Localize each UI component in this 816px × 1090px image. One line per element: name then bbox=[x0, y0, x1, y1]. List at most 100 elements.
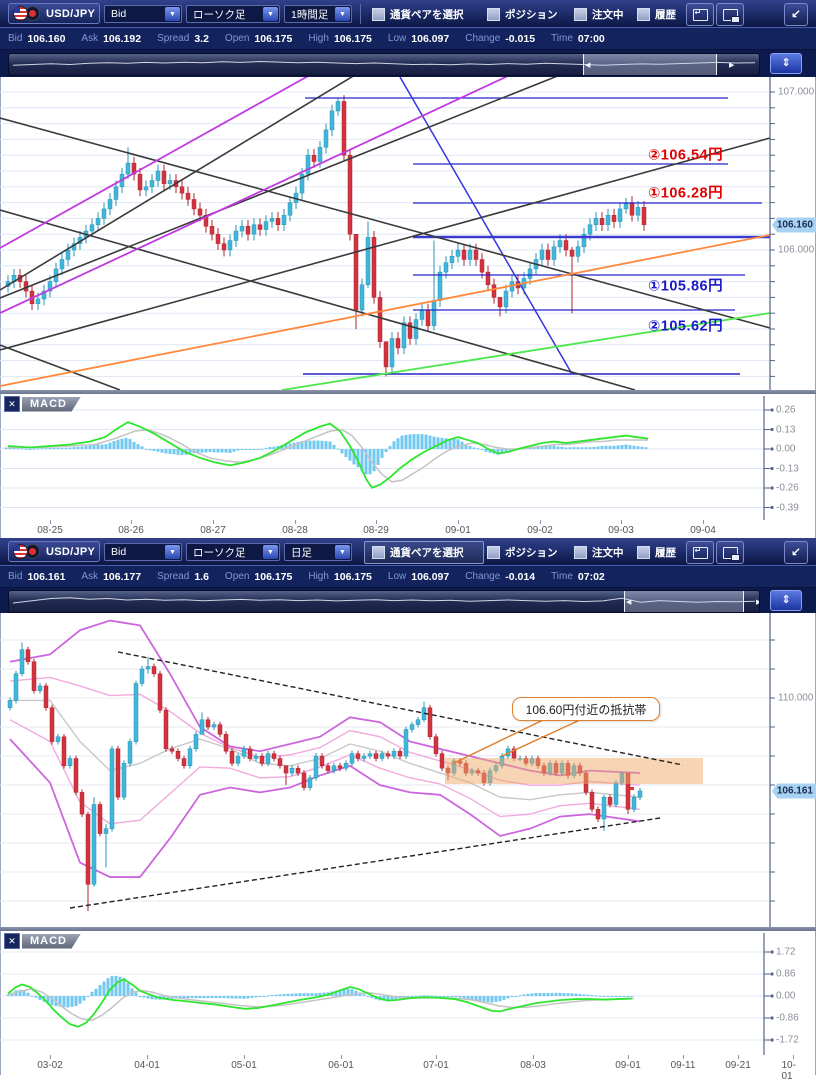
quote-field-label: Time bbox=[551, 33, 573, 44]
quote-field-label: Change bbox=[465, 33, 501, 44]
quote-field-label: Low bbox=[387, 33, 407, 44]
x-axis-date-label: 08-03 bbox=[520, 1060, 546, 1071]
quote-field-label: Open bbox=[224, 571, 250, 582]
macd-panel-daily[interactable]: ✕ MACD 1.72 0.86 0.00 -0.86 -1.72 bbox=[0, 931, 816, 1055]
y-axis-price-label: 106.000 bbox=[778, 244, 815, 256]
nav-window[interactable] bbox=[624, 591, 744, 612]
quote-field-label: Time bbox=[551, 571, 573, 582]
quote-field-label: High bbox=[308, 571, 329, 582]
x-axis-tick bbox=[533, 1055, 534, 1059]
macd-axis-label: 0.00 bbox=[776, 443, 796, 455]
checkbox-icon bbox=[487, 546, 500, 559]
x-axis-date-label: 09-21 bbox=[725, 1060, 751, 1071]
quote-field-value: 07:02 bbox=[577, 570, 605, 583]
pair-button[interactable]: USD/JPY bbox=[8, 3, 100, 24]
nav-minimap[interactable]: ◀▶ bbox=[8, 590, 760, 613]
quote-field-value: 1.6 bbox=[194, 570, 209, 583]
x-axis-tick bbox=[131, 520, 132, 524]
x-axis-date-label: 03-02 bbox=[37, 1060, 63, 1071]
price-level-annotation: ①105.86円 bbox=[648, 278, 724, 295]
quote-field-value: 106.097 bbox=[411, 32, 450, 45]
x-axis-date-label: 08-29 bbox=[363, 525, 389, 536]
close-icon[interactable]: ✕ bbox=[4, 396, 20, 412]
collapse-button[interactable]: ↙ bbox=[784, 541, 808, 564]
tile-window-button[interactable] bbox=[716, 541, 744, 564]
pair-select-checkbox[interactable]: 通貨ペアを選択 bbox=[372, 545, 464, 560]
jp-flag-icon bbox=[25, 6, 40, 21]
price-chart-1h[interactable]: 107.000 106.000 106.160 ②106.54円 ①106.28円 ①10… bbox=[0, 77, 816, 390]
x-axis-tick bbox=[738, 1055, 739, 1059]
toolbar-chart2: USD/JPY Bid ▼ ローソク足 ▼ 日足 ▼ 通貨ペアを選択 ポジション 注文中… bbox=[0, 538, 816, 566]
x-axis-tick bbox=[683, 1055, 684, 1059]
x-axis-tick bbox=[436, 1055, 437, 1059]
close-icon[interactable]: ✕ bbox=[4, 933, 20, 949]
quote-field-label: Low bbox=[387, 571, 407, 582]
window-arrow-icon bbox=[692, 8, 708, 21]
checkbox-icon bbox=[372, 546, 385, 559]
filter-checkbox-1[interactable]: ポジション bbox=[487, 545, 558, 560]
price-level-annotation: ①106.28円 bbox=[648, 185, 724, 202]
filter-checkbox-2[interactable]: 注文中 bbox=[574, 7, 624, 22]
pair-select-label: 通貨ペアを選択 bbox=[390, 9, 464, 21]
popout-button[interactable] bbox=[686, 3, 714, 26]
quote-field-label: Bid bbox=[8, 33, 23, 44]
panel-divider[interactable] bbox=[0, 390, 816, 394]
nav-zoom-button[interactable]: ⇕ bbox=[770, 53, 802, 74]
chevron-down-icon: ▼ bbox=[165, 7, 180, 21]
x-axis-tick bbox=[50, 520, 51, 524]
pair-button[interactable]: USD/JPY bbox=[8, 541, 100, 562]
macd-panel-1h[interactable]: ✕ MACD 0.26 0.13 0.00 -0.13 -0.26 -0.39 bbox=[0, 394, 816, 520]
timeframe-dropdown[interactable]: 日足 ▼ bbox=[284, 543, 352, 561]
window-tile-icon bbox=[722, 546, 740, 561]
window-arrow-icon bbox=[692, 546, 708, 559]
nav-minimap[interactable]: ◀▶ bbox=[8, 53, 760, 76]
pair-select-checkbox[interactable]: 通貨ペアを選択 bbox=[372, 7, 464, 22]
us-flag-icon bbox=[13, 6, 28, 21]
checkbox-label: ポジション bbox=[505, 9, 558, 21]
checkbox-icon bbox=[487, 8, 500, 21]
chart-type-value: ローソク足 bbox=[193, 8, 246, 21]
x-axis-chart2: 03-02 04-01 05-01 06-01 07-01 08-03 09-01 09-11… bbox=[0, 1055, 816, 1082]
chart-type-dropdown[interactable]: ローソク足 ▼ bbox=[186, 543, 280, 561]
y-axis-price-label: 110.000 bbox=[778, 692, 814, 704]
panel-divider[interactable] bbox=[0, 927, 816, 931]
checkbox-label: 注文中 bbox=[592, 547, 624, 559]
popout-button[interactable] bbox=[686, 541, 714, 564]
nav-zoom-button[interactable]: ⇕ bbox=[770, 590, 802, 611]
quote-field-value: 106.175 bbox=[254, 32, 293, 45]
x-axis-tick bbox=[213, 520, 214, 524]
price-chart-daily[interactable]: 110.000 106.161 106.60円付近の抵抗帯 bbox=[0, 613, 816, 927]
quote-field-value: 106.177 bbox=[103, 570, 142, 583]
x-axis-tick bbox=[621, 520, 622, 524]
quote-field-value: 106.161 bbox=[27, 570, 66, 583]
filter-checkbox-3[interactable]: 履歴 bbox=[637, 545, 676, 560]
nav-left-arrow[interactable]: ◀ bbox=[626, 598, 632, 606]
nav-window[interactable] bbox=[583, 54, 717, 75]
nav-right-arrow[interactable]: ▶ bbox=[729, 61, 735, 69]
filter-checkbox-1[interactable]: ポジション bbox=[487, 7, 558, 22]
x-axis-chart1: 08-25 08-26 08-27 08-28 08-29 09-01 09-02 09-03… bbox=[0, 520, 816, 538]
macd-axis-label: -0.13 bbox=[776, 463, 799, 474]
nav-right-arrow[interactable]: ▶ bbox=[756, 598, 759, 606]
macd-axis-label: -0.39 bbox=[776, 502, 799, 513]
chart-type-dropdown[interactable]: ローソク足 ▼ bbox=[186, 5, 280, 23]
filter-checkbox-3[interactable]: 履歴 bbox=[637, 7, 676, 22]
nav-left-arrow[interactable]: ◀ bbox=[585, 61, 591, 69]
quote-field-label: High bbox=[308, 33, 329, 44]
checkbox-icon bbox=[637, 546, 650, 559]
tile-window-button[interactable] bbox=[716, 3, 744, 26]
price-side-dropdown[interactable]: Bid ▼ bbox=[104, 5, 182, 23]
chevron-down-icon: ▼ bbox=[263, 545, 278, 559]
timeframe-dropdown[interactable]: 1時間足 ▼ bbox=[284, 5, 352, 23]
macd-tab-label: MACD bbox=[22, 396, 81, 412]
x-axis-date-label: 09-03 bbox=[608, 525, 634, 536]
price-side-dropdown[interactable]: Bid ▼ bbox=[104, 543, 182, 561]
collapse-button[interactable]: ↙ bbox=[784, 3, 808, 26]
checkbox-label: 注文中 bbox=[592, 9, 624, 21]
x-axis-date-label: 04-01 bbox=[134, 1060, 160, 1071]
x-axis-date-label: 09-04 bbox=[690, 525, 716, 536]
price-level-annotation: ②105.62円 bbox=[648, 318, 724, 335]
quote-field-value: 106.175 bbox=[333, 32, 372, 45]
filter-checkbox-2[interactable]: 注文中 bbox=[574, 545, 624, 560]
x-axis-tick bbox=[376, 520, 377, 524]
